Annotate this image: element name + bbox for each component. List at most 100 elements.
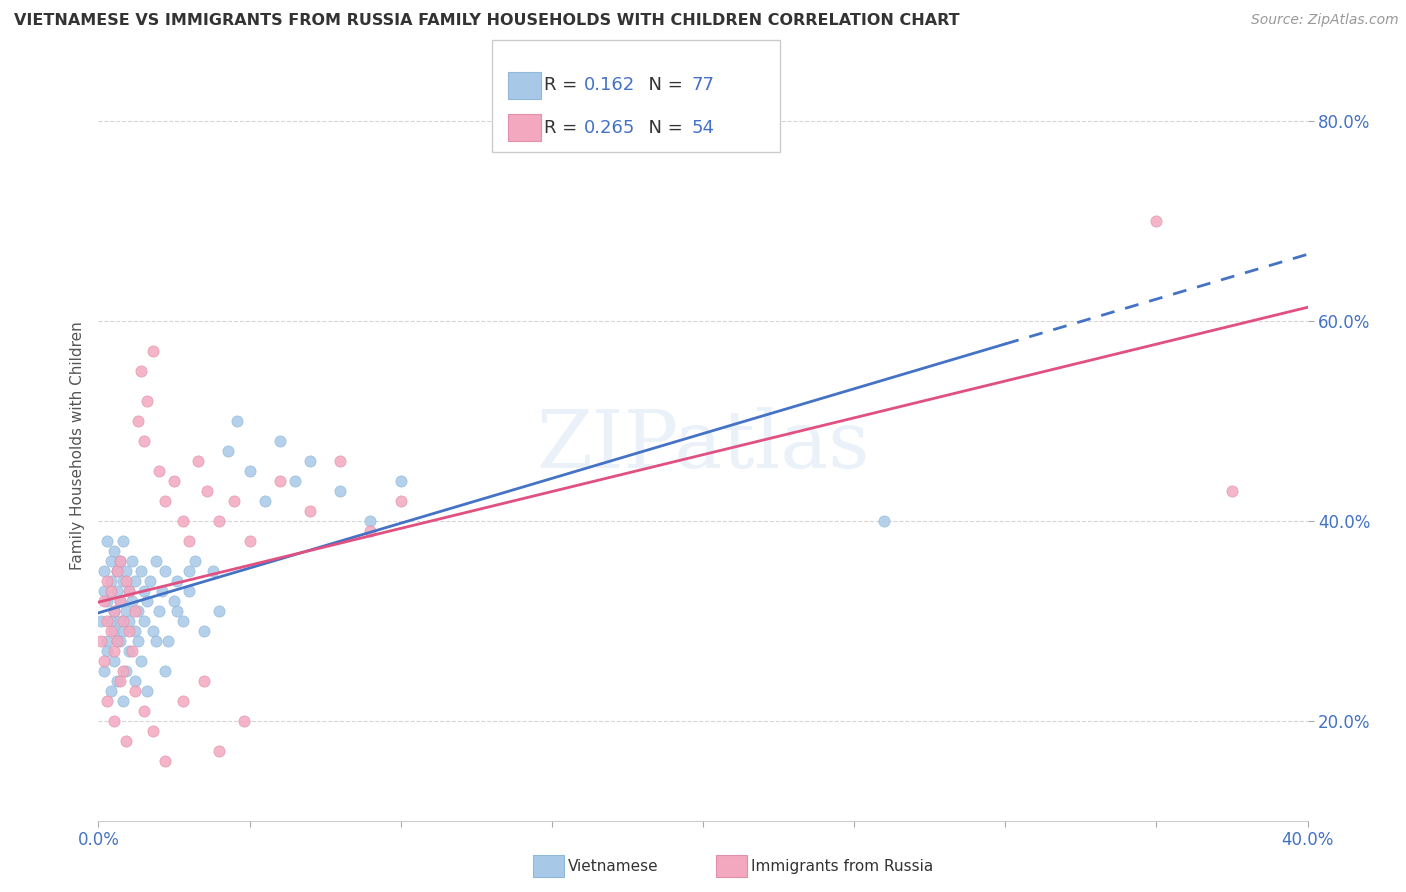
Point [111, 694, 134, 708]
Point [124, 574, 146, 588]
Point [108, 594, 131, 608]
Point [329, 483, 352, 498]
Text: Vietnamese: Vietnamese [568, 859, 658, 873]
Point [132, 434, 155, 448]
Point [93, 564, 115, 578]
Point [129, 654, 152, 668]
Point [96, 574, 118, 588]
Point [103, 644, 125, 658]
Point [96, 694, 118, 708]
Point [232, 714, 254, 728]
Point [103, 624, 125, 638]
Point [100, 583, 122, 598]
Point [360, 524, 382, 538]
Point [142, 624, 165, 638]
Point [179, 583, 201, 598]
Text: R =: R = [544, 76, 583, 95]
Point [111, 574, 134, 588]
Point [1144, 214, 1167, 228]
Point [93, 583, 115, 598]
Point [114, 574, 136, 588]
Point [114, 733, 136, 747]
Point [145, 633, 167, 648]
Point [93, 664, 115, 678]
Point [103, 544, 125, 558]
Point [135, 683, 157, 698]
Point [108, 554, 131, 568]
Point [118, 624, 141, 638]
Text: Immigrants from Russia: Immigrants from Russia [751, 859, 934, 873]
Point [139, 574, 162, 588]
Point [195, 483, 218, 498]
Point [239, 464, 262, 478]
Point [172, 694, 194, 708]
Point [96, 594, 118, 608]
Point [127, 633, 149, 648]
Point [1220, 483, 1243, 498]
Text: ZIPatlas: ZIPatlas [536, 407, 870, 485]
Point [118, 583, 141, 598]
Point [166, 574, 188, 588]
Point [108, 614, 131, 628]
Text: 77: 77 [692, 76, 714, 95]
Text: 0.162: 0.162 [583, 76, 634, 95]
Point [103, 604, 125, 618]
Point [114, 604, 136, 618]
Point [108, 554, 131, 568]
Point [132, 583, 155, 598]
Point [114, 664, 136, 678]
Point [166, 604, 188, 618]
Point [284, 474, 307, 488]
Point [96, 614, 118, 628]
Point [105, 633, 128, 648]
Y-axis label: Family Households with Children: Family Households with Children [69, 322, 84, 570]
Point [202, 564, 225, 578]
Point [100, 614, 122, 628]
Point [105, 564, 128, 578]
Point [135, 594, 157, 608]
Point [121, 554, 143, 568]
Point [873, 514, 896, 528]
Point [172, 514, 194, 528]
Point [184, 554, 207, 568]
Point [389, 494, 412, 508]
Point [163, 594, 186, 608]
Point [329, 454, 352, 468]
Point [100, 683, 122, 698]
Point [135, 394, 157, 409]
Point [93, 654, 115, 668]
Point [100, 554, 122, 568]
Point [108, 673, 131, 688]
Point [389, 474, 412, 488]
Point [269, 434, 291, 448]
Point [299, 504, 322, 518]
Point [100, 624, 122, 638]
Point [114, 564, 136, 578]
Point [148, 464, 170, 478]
Text: N =: N = [637, 119, 689, 136]
Point [118, 644, 141, 658]
Point [142, 344, 165, 359]
Point [179, 564, 201, 578]
Point [96, 633, 118, 648]
Point [105, 583, 128, 598]
Point [127, 414, 149, 428]
Point [253, 494, 276, 508]
Point [127, 604, 149, 618]
Point [105, 564, 128, 578]
Point [121, 644, 143, 658]
Point [108, 633, 131, 648]
Text: VIETNAMESE VS IMMIGRANTS FROM RUSSIA FAMILY HOUSEHOLDS WITH CHILDREN CORRELATION: VIETNAMESE VS IMMIGRANTS FROM RUSSIA FAM… [14, 13, 960, 29]
Point [103, 714, 125, 728]
Point [108, 594, 131, 608]
Point [153, 754, 176, 768]
Point [111, 614, 134, 628]
Point [172, 614, 194, 628]
Point [111, 664, 134, 678]
Point [145, 554, 167, 568]
Text: N =: N = [637, 76, 689, 95]
Point [179, 533, 201, 548]
Text: Source: ZipAtlas.com: Source: ZipAtlas.com [1251, 13, 1399, 28]
Point [129, 364, 152, 378]
Point [193, 624, 215, 638]
